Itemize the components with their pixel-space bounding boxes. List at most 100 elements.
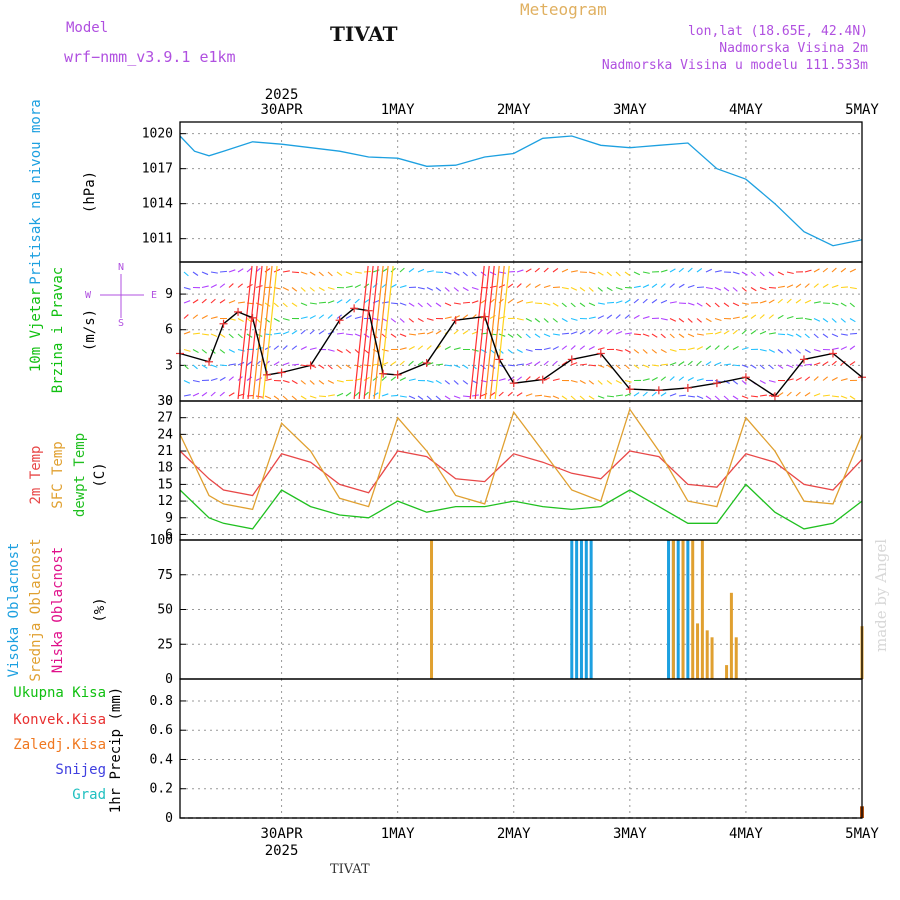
- wind-arrow: [264, 345, 271, 350]
- wind-arrow: [219, 364, 227, 367]
- wind-arrow: [543, 333, 551, 338]
- wind-arrow: [579, 363, 587, 366]
- wind-arrow: [849, 361, 856, 366]
- wind-arrow: [183, 394, 191, 397]
- wind-arrow: [615, 380, 622, 384]
- wind-arrow: [822, 361, 829, 366]
- y-tick-label: 21: [157, 444, 173, 459]
- wind-arrow: [453, 315, 460, 319]
- wind-arrow: [786, 271, 794, 275]
- bottom-day-label: 2MAY: [497, 826, 531, 842]
- wind-arrow: [228, 392, 235, 397]
- wind-arrow: [849, 268, 856, 273]
- wind-arrow: [372, 363, 380, 366]
- y-tick-label: 9: [165, 287, 173, 302]
- wind-arrow: [777, 285, 785, 289]
- wind-arrow: [831, 318, 837, 323]
- temp-unit: (C): [92, 462, 108, 487]
- wind-arrow: [678, 361, 685, 366]
- compass-east: E: [151, 290, 157, 301]
- wind-arrow: [741, 395, 749, 399]
- y-tick-label: 6: [165, 323, 173, 338]
- wind-arrow: [669, 393, 677, 397]
- wind-arrow: [516, 333, 522, 339]
- wind-arrow: [372, 317, 380, 321]
- wind-arrow: [561, 395, 568, 400]
- wind-arrow: [660, 349, 667, 354]
- wind-arrow: [309, 347, 317, 351]
- wind-arrow: [597, 271, 604, 276]
- wind-arrow: [579, 302, 586, 307]
- wind-arrow: [579, 380, 586, 384]
- wind-arrow: [786, 315, 794, 320]
- wind-arrow: [714, 302, 720, 308]
- y-tick-label: 0: [165, 394, 173, 409]
- wind-arrow: [309, 315, 316, 319]
- wind-arrow: [696, 346, 703, 350]
- cloud-bar: [584, 540, 588, 679]
- wind-arrow: [813, 283, 819, 288]
- wind-arrow: [570, 287, 578, 291]
- wind-arrow: [741, 302, 749, 305]
- wind-arrow: [795, 298, 802, 304]
- wind-arrow: [849, 345, 856, 350]
- wind-arrow: [264, 268, 271, 273]
- wind-arrow: [768, 299, 775, 304]
- wind-arrow: [327, 348, 335, 352]
- wind-arrow: [300, 380, 306, 385]
- wind-arrow: [642, 271, 650, 274]
- wind-arrow: [246, 267, 252, 273]
- cloud-bar: [671, 540, 675, 679]
- wind-arrow: [813, 348, 821, 352]
- wind-arrow: [399, 333, 407, 337]
- meteogram-title: Meteogram: [520, 0, 607, 19]
- lonlat-label: lon,lat (18.65E, 42.4N): [687, 24, 868, 39]
- wind-arrow: [282, 362, 290, 366]
- wind-arrow: [237, 301, 245, 304]
- wind-arrow: [318, 314, 325, 319]
- wind-arrow: [291, 287, 298, 292]
- wind-hatch: [252, 265, 268, 400]
- wind-arrow: [606, 330, 613, 335]
- wind-arrow: [669, 362, 677, 366]
- wind-arrow: [588, 364, 596, 367]
- wind-arrow: [516, 363, 524, 366]
- wind-arrow: [696, 378, 704, 382]
- wind-arrow: [759, 380, 766, 384]
- wind-arrow: [795, 349, 801, 354]
- wind-arrow: [399, 302, 407, 306]
- wind-arrow: [462, 314, 469, 319]
- wind-arrow: [750, 314, 757, 319]
- wind-arrow: [345, 349, 352, 354]
- wind-arrow: [723, 345, 729, 350]
- wind-arrow: [804, 376, 811, 381]
- y-tick-label: 1014: [142, 197, 173, 212]
- wind-arrow: [705, 345, 712, 350]
- wind-arrow: [777, 314, 784, 319]
- bottom-day-label: 1MAY: [381, 826, 415, 842]
- wind-arrow: [228, 363, 236, 366]
- wind-arrow: [678, 394, 686, 397]
- wind-arrow: [687, 267, 693, 273]
- wind-arrow: [309, 287, 315, 292]
- wind-arrow: [255, 285, 263, 289]
- wind-arrow: [453, 395, 461, 399]
- wind-arrow: [417, 286, 425, 290]
- precip-label: 1hr Precip (mm): [108, 687, 124, 813]
- wind-arrow: [354, 298, 360, 304]
- temp2m-line: [179, 450, 863, 497]
- dewpt-label: dewpt Temp: [72, 433, 88, 517]
- wind-arrow: [318, 301, 326, 304]
- wind-arrow: [291, 395, 297, 401]
- wind-arrow: [408, 378, 416, 382]
- wind-arrow: [813, 362, 821, 366]
- top-day-label: 4MAY: [729, 102, 763, 118]
- wind-arrow: [570, 362, 578, 366]
- wind-arrow: [633, 314, 640, 319]
- wind-arrow: [570, 331, 578, 335]
- wind-arrow: [741, 347, 749, 351]
- wind-arrow: [759, 348, 767, 352]
- mid-cloud-label: Srednja Oblacnost: [28, 538, 44, 681]
- wind-arrow: [525, 348, 533, 352]
